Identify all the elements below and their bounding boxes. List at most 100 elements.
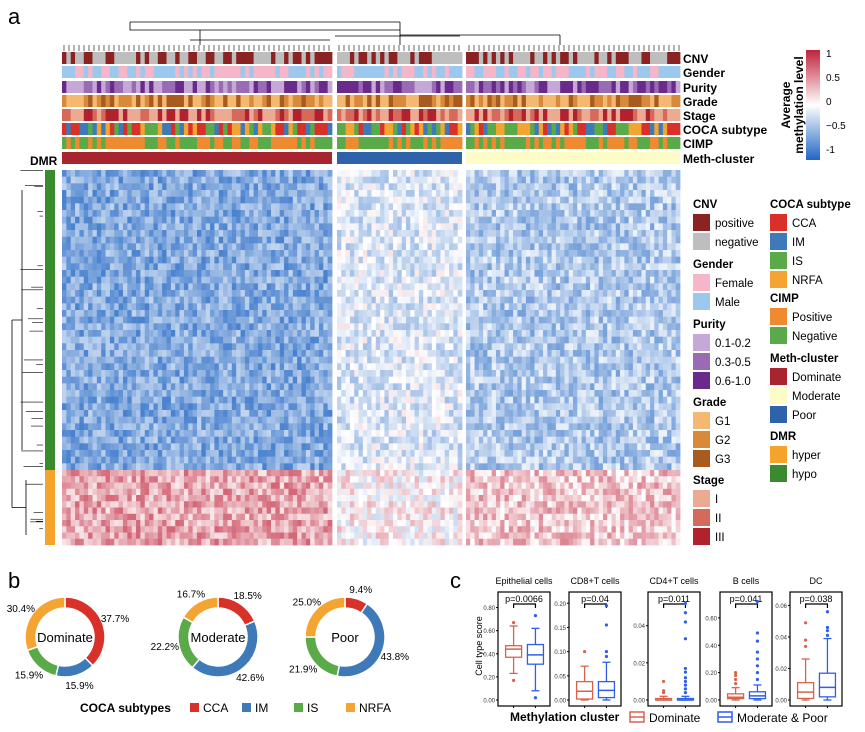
heatmap-cell <box>240 323 246 331</box>
heatmap-cell <box>79 316 85 324</box>
heatmap-cell <box>337 243 342 251</box>
heatmap-cell <box>188 336 194 344</box>
heatmap-cell <box>275 443 281 451</box>
heatmap-cell <box>223 343 228 351</box>
heatmap-cell <box>323 410 329 418</box>
heatmap-cell <box>114 376 120 384</box>
heatmap-cell <box>323 526 329 533</box>
heatmap-cell <box>70 526 76 533</box>
heatmap-cell <box>109 336 115 344</box>
heatmap-cell <box>410 303 415 311</box>
heatmap-cell <box>358 383 364 391</box>
heatmap-cell <box>323 176 329 184</box>
heatmap-cell <box>341 513 347 521</box>
heatmap-cell <box>192 250 198 258</box>
heatmap-cell <box>210 323 215 331</box>
heatmap-cell <box>140 456 146 464</box>
heatmap-cell <box>354 250 359 258</box>
heatmap-cell <box>423 263 428 271</box>
heatmap-cell <box>140 356 146 364</box>
heatmap-cell <box>358 356 364 364</box>
heatmap-cell <box>201 430 207 438</box>
heatmap-cell <box>83 470 89 477</box>
heatmap-cell <box>149 470 154 477</box>
heatmap-cell <box>210 436 215 444</box>
heatmap-cell <box>288 526 294 533</box>
heatmap-cell <box>257 223 263 231</box>
heatmap-cell <box>345 456 351 464</box>
heatmap-cell <box>231 336 237 344</box>
heatmap-cell <box>244 256 250 264</box>
heatmap-cell <box>440 363 446 371</box>
heatmap-cell <box>92 450 98 458</box>
heatmap-cell <box>358 513 364 521</box>
heatmap-cell <box>214 470 220 477</box>
heatmap-cell <box>323 316 329 324</box>
heatmap-cell <box>175 323 180 331</box>
heatmap-cell <box>397 430 403 438</box>
heatmap-cell <box>66 436 72 444</box>
heatmap-cell <box>271 376 276 384</box>
heatmap-cell <box>271 330 276 338</box>
heatmap-cell <box>310 203 315 211</box>
heatmap-cell <box>214 436 220 444</box>
heatmap-cell <box>118 532 124 540</box>
heatmap-cell <box>109 270 115 278</box>
heatmap-cell <box>88 203 93 211</box>
heatmap-cell <box>423 363 428 371</box>
heatmap-cell <box>127 470 133 477</box>
heatmap-cell <box>153 363 159 371</box>
heatmap-cell <box>127 507 133 515</box>
heatmap-cell <box>327 390 333 398</box>
heatmap-cell <box>249 370 255 378</box>
heatmap-cell <box>341 376 347 384</box>
heatmap-cell <box>345 323 351 331</box>
heatmap-cell <box>183 230 189 238</box>
heatmap-cell <box>162 203 167 211</box>
heatmap-cell <box>183 336 189 344</box>
heatmap-cell <box>227 383 233 391</box>
heatmap-cell <box>384 423 390 431</box>
heatmap-cell <box>131 430 137 438</box>
heatmap-cell <box>327 330 333 338</box>
heatmap-cell <box>327 336 333 344</box>
heatmap-cell <box>405 276 411 284</box>
heatmap-cell <box>162 501 167 508</box>
heatmap-cell <box>362 276 368 284</box>
heatmap-cell <box>92 170 98 178</box>
heatmap-cell <box>66 396 72 404</box>
heatmap-cell <box>279 383 285 391</box>
heatmap-cell <box>197 526 202 533</box>
heatmap-cell <box>201 423 207 431</box>
heatmap-cell <box>210 463 215 471</box>
heatmap-cell <box>418 316 424 324</box>
heatmap-cell <box>292 210 298 218</box>
heatmap-cell <box>166 236 172 244</box>
heatmap-cell <box>375 256 381 264</box>
heatmap-cell <box>188 343 194 351</box>
heatmap-cell <box>92 470 98 477</box>
heatmap-cell <box>292 482 298 490</box>
heatmap-cell <box>345 196 351 204</box>
heatmap-cell <box>83 520 89 527</box>
heatmap-cell <box>88 256 93 264</box>
heatmap-cell <box>253 230 259 238</box>
heatmap-cell <box>166 526 172 533</box>
heatmap-cell <box>70 403 76 411</box>
heatmap-cell <box>375 303 381 311</box>
heatmap-cell <box>327 376 333 384</box>
heatmap-cell <box>405 176 411 184</box>
heatmap-cell <box>401 488 407 496</box>
heatmap-cell <box>375 501 381 508</box>
heatmap-cell <box>341 196 347 204</box>
heatmap-cell <box>253 383 259 391</box>
heatmap-cell <box>318 403 324 411</box>
heatmap-cell <box>371 482 377 490</box>
heatmap-cell <box>197 532 202 540</box>
heatmap-cell <box>179 488 185 496</box>
heatmap-cell <box>205 495 211 502</box>
heatmap-cell <box>210 396 215 404</box>
heatmap-cell <box>410 196 415 204</box>
heatmap-cell <box>188 183 194 191</box>
heatmap-cell <box>440 230 446 238</box>
